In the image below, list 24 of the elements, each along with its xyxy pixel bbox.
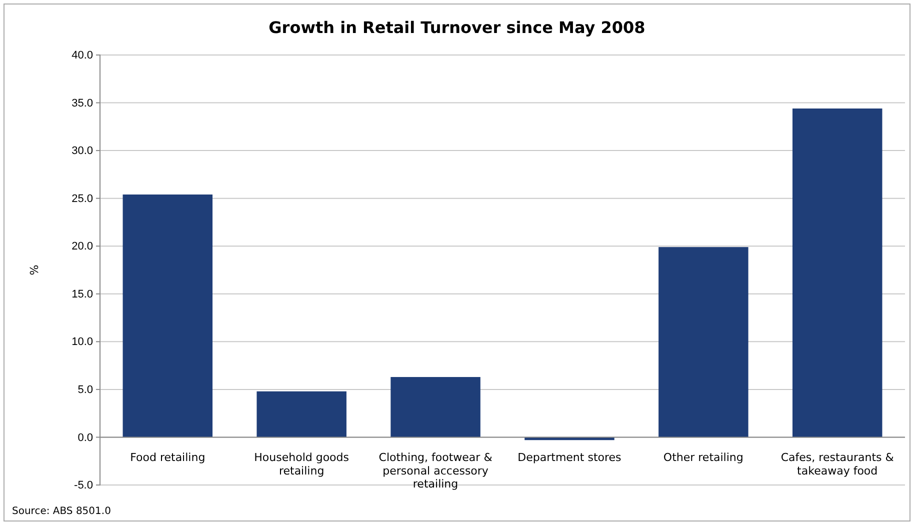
chart-title: Growth in Retail Turnover since May 2008: [268, 18, 646, 37]
y-tick-label: 15.0: [72, 288, 93, 300]
bar: [390, 377, 480, 438]
y-tick-label: 30.0: [72, 145, 93, 158]
x-tick-label: Department stores: [518, 451, 622, 464]
y-tick-label: 40.0: [72, 50, 93, 62]
x-tick-label: Clothing, footwear & personal accessory retailing: [378, 451, 493, 491]
x-tick-label: Food retailing: [130, 451, 206, 464]
bar: [256, 391, 346, 438]
y-tick-label: 20.0: [72, 240, 93, 253]
bar: [122, 194, 213, 438]
y-tick-label: 0.0: [78, 432, 93, 444]
bar: [658, 247, 748, 438]
bar: [792, 108, 882, 438]
x-tick-label: Household goods retailing: [254, 451, 350, 478]
y-axis-title: %: [28, 264, 41, 276]
y-tick-label: 35.0: [72, 97, 93, 110]
source-note: Source: ABS 8501.0: [12, 506, 111, 517]
y-tick-label: -5.0: [74, 480, 93, 492]
x-tick-label: Cafes, restaurants & takeaway food: [780, 451, 894, 478]
y-tick-label: 5.0: [78, 384, 93, 396]
y-tick-label: 10.0: [72, 336, 93, 348]
y-tick-label: 25.0: [72, 192, 93, 205]
x-tick-label: Other retailing: [663, 451, 744, 464]
